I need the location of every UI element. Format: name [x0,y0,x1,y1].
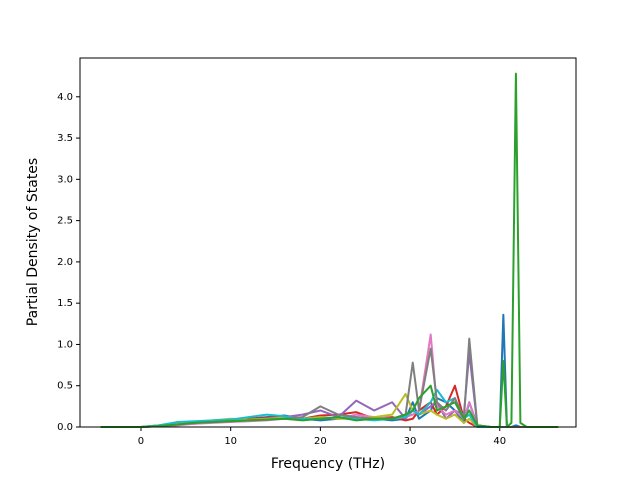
series-line [100,72,559,428]
y-tick-label: 0.0 [57,422,73,433]
plot-frame [79,57,577,428]
x-tick-label: 30 [404,436,417,447]
x-tick-label: 40 [493,436,506,447]
x-axis-label: Frequency (THz) [271,456,385,472]
x-tick-label: 20 [314,436,327,447]
x-tick-label: 0 [138,436,144,447]
y-axis-label: Partial Density of States [25,158,41,326]
series-line [100,388,559,428]
y-tick-label: 2.0 [57,257,73,268]
series-line [100,384,559,428]
y-tick-label: 1.0 [57,339,73,350]
x-tick-label: 10 [224,436,237,447]
y-tick-label: 3.0 [57,174,73,185]
y-tick-label: 0.5 [57,381,73,392]
y-tick-label: 4.0 [57,92,73,103]
y-tick-label: 1.5 [57,298,73,309]
y-tick-label: 2.5 [57,216,73,227]
y-tick-label: 3.5 [57,133,73,144]
